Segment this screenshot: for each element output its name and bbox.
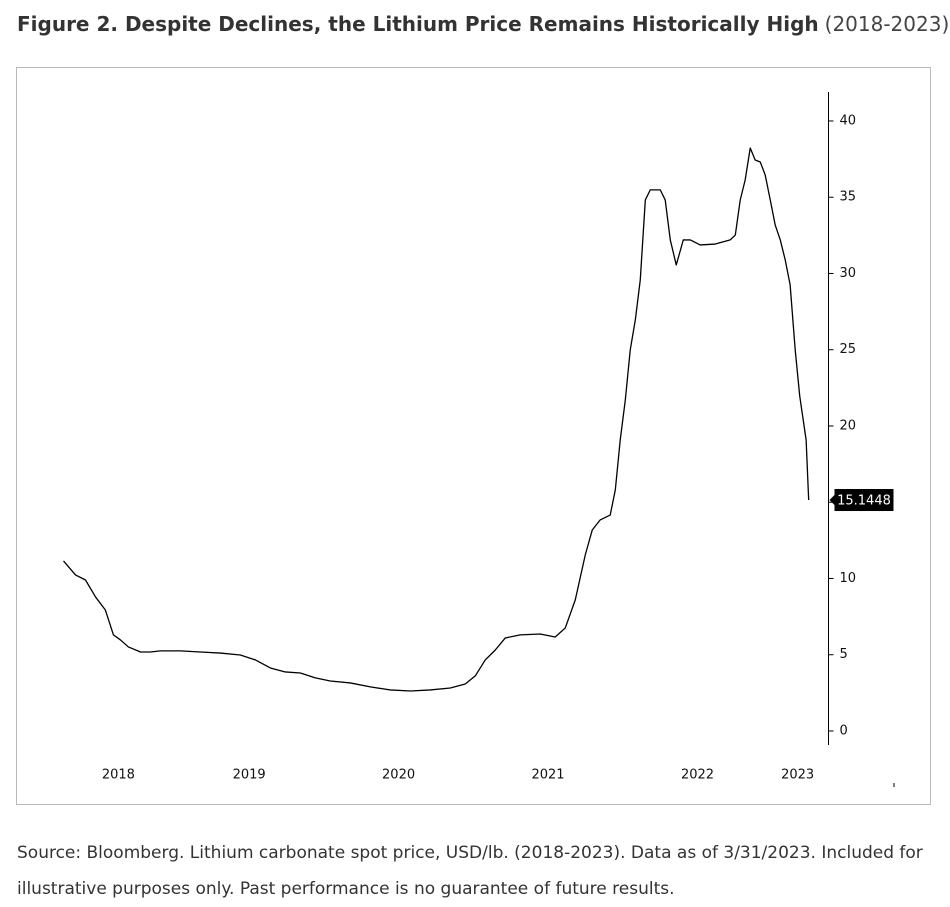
x-tick-label: 2020 (382, 768, 415, 783)
x-tick-label: 2018 (102, 768, 135, 783)
y-tick-label: 20 (840, 418, 857, 433)
last-value-pointer (829, 494, 836, 507)
x-tick-label: 2019 (233, 768, 266, 783)
last-value-label: 15.1448 (837, 494, 891, 509)
chart-frame (16, 67, 931, 805)
title-line: Figure 2. Despite Declines, the Lithium … (17, 12, 949, 36)
price-line (63, 147, 810, 692)
y-tick-label: 35 (840, 190, 857, 205)
y-tick-label: 0 (840, 723, 848, 738)
source-note: Source: Bloomberg. Lithium carbonate spo… (17, 843, 923, 899)
chart-title: Figure 2. Despite Declines, the Lithium … (17, 12, 819, 36)
x-tick-label: 2022 (681, 768, 714, 783)
y-tick-label: 5 (840, 647, 848, 662)
chart-subtitle: (2018-2023) (825, 12, 950, 36)
y-tick-label: 30 (840, 266, 857, 281)
y-tick-label: 40 (840, 113, 857, 128)
y-tick-label: 25 (840, 342, 857, 357)
x-tick-label: 2021 (531, 768, 564, 783)
y-tick-label: 10 (840, 571, 857, 586)
last-value-box (834, 489, 894, 512)
x-tick-label: 2023 (781, 768, 814, 783)
